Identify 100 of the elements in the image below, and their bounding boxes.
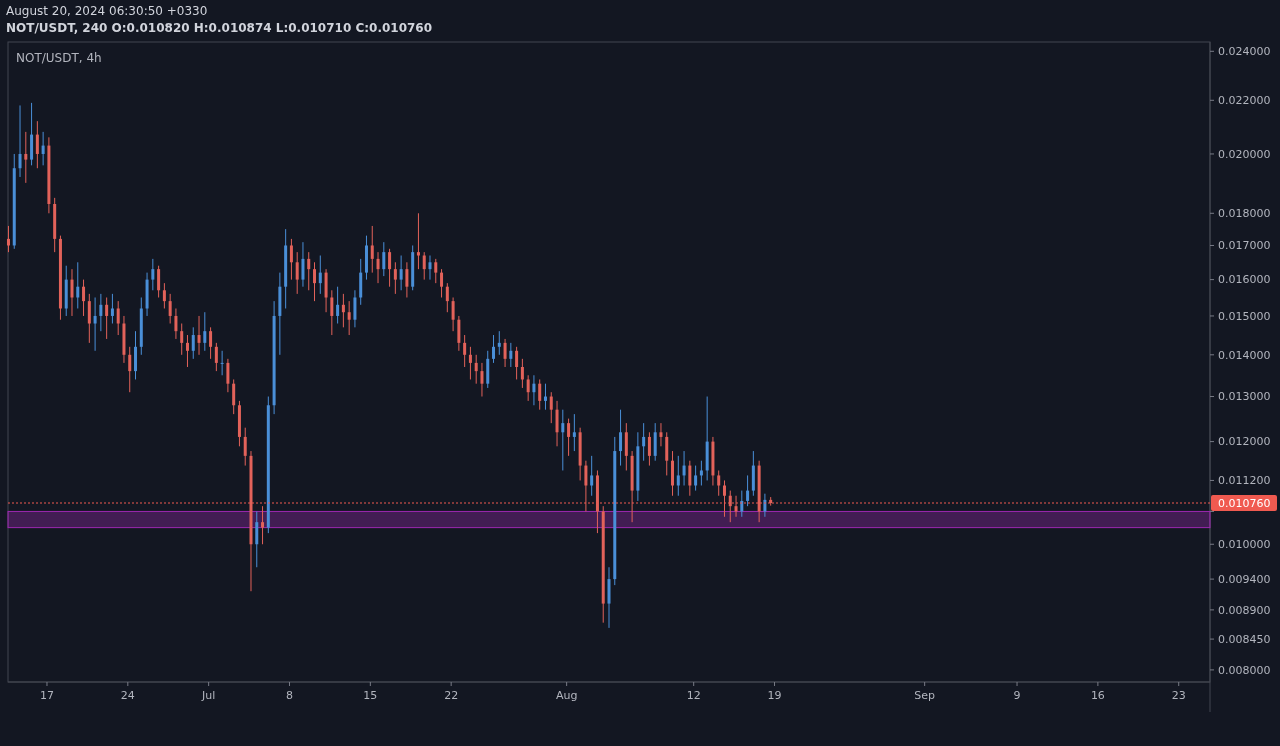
candlestick bbox=[584, 460, 588, 512]
y-tick-label: 0.008450 bbox=[1218, 632, 1271, 646]
x-tick-label: 24 bbox=[120, 689, 135, 702]
candlestick bbox=[463, 334, 467, 368]
candlestick bbox=[694, 465, 698, 492]
candlestick bbox=[301, 241, 305, 288]
x-tick-label: 15 bbox=[363, 689, 378, 702]
candlestick bbox=[197, 315, 201, 356]
candlestick bbox=[717, 469, 721, 497]
candlestick bbox=[336, 286, 340, 325]
candlestick bbox=[509, 342, 513, 368]
candlestick bbox=[24, 131, 28, 184]
candlestick bbox=[653, 422, 657, 462]
candlestick bbox=[440, 268, 444, 298]
candlestick bbox=[162, 282, 166, 309]
candlestick bbox=[416, 212, 420, 270]
y-tick-label: 0.008000 bbox=[1218, 663, 1271, 677]
candlestick bbox=[191, 326, 195, 360]
x-tick-label: Sep bbox=[914, 689, 936, 702]
candlestick bbox=[434, 258, 438, 284]
candlestick bbox=[185, 334, 189, 368]
x-tick-label: 12 bbox=[686, 689, 701, 702]
x-tick-label: 19 bbox=[767, 689, 782, 702]
candlestick bbox=[382, 241, 386, 277]
candlestick bbox=[157, 265, 161, 298]
candlestick bbox=[422, 251, 426, 281]
candlestick bbox=[699, 460, 703, 486]
y-tick-label: 0.012000 bbox=[1218, 435, 1271, 449]
candlestick bbox=[405, 261, 409, 298]
candlestick bbox=[619, 409, 623, 467]
y-tick-label: 0.009400 bbox=[1218, 572, 1271, 586]
y-tick-label: 0.013000 bbox=[1218, 390, 1271, 404]
candlestick bbox=[647, 431, 651, 467]
y-tick-label: 0.020000 bbox=[1218, 147, 1271, 161]
x-tick-label: 23 bbox=[1171, 689, 1186, 702]
candlestick bbox=[428, 255, 432, 281]
candlestick bbox=[6, 225, 10, 253]
candlestick bbox=[555, 400, 559, 447]
candlestick bbox=[388, 248, 392, 288]
y-tick-label: 0.024000 bbox=[1218, 45, 1271, 59]
candlestick bbox=[468, 346, 472, 380]
candlestick bbox=[289, 238, 293, 281]
candlestick bbox=[180, 323, 184, 356]
candlestick bbox=[255, 510, 259, 568]
candlestick bbox=[370, 225, 374, 274]
y-tick-label: 0.015000 bbox=[1218, 309, 1271, 323]
candlestick bbox=[399, 255, 403, 291]
candlestick bbox=[659, 422, 663, 447]
candlestick bbox=[480, 362, 484, 398]
candlestick bbox=[128, 346, 132, 393]
candlestick bbox=[474, 354, 478, 385]
y-tick-label: 0.014000 bbox=[1218, 348, 1271, 362]
candlestick bbox=[492, 334, 496, 364]
x-tick-label: 9 bbox=[1013, 689, 1021, 702]
candlestick bbox=[70, 268, 74, 317]
candlestick bbox=[87, 293, 91, 344]
candlestick bbox=[532, 374, 536, 406]
ref-line-label: 0.010760 bbox=[1218, 496, 1271, 510]
candlestick bbox=[261, 505, 265, 545]
candlestick bbox=[526, 374, 530, 402]
candlestick bbox=[226, 358, 230, 393]
x-tick-label: 22 bbox=[444, 689, 459, 702]
candlestick bbox=[376, 251, 380, 284]
candlestick bbox=[209, 326, 213, 360]
candlestick bbox=[174, 308, 178, 340]
candlestick bbox=[151, 258, 155, 291]
candlestick bbox=[682, 450, 686, 486]
candlestick bbox=[561, 409, 565, 471]
candlestick bbox=[76, 261, 80, 309]
candlestick bbox=[318, 255, 322, 295]
candlestick bbox=[203, 311, 207, 352]
candlestick bbox=[567, 418, 571, 457]
x-tick-label: 17 bbox=[39, 689, 54, 702]
candlestick bbox=[722, 479, 726, 518]
candlestick bbox=[590, 455, 594, 497]
candlestick bbox=[168, 293, 172, 325]
annotation: NOT/USDT, 4h bbox=[16, 51, 102, 65]
candlestick bbox=[497, 330, 501, 356]
candlestick bbox=[41, 131, 45, 166]
candlestick bbox=[457, 315, 461, 352]
candlestick bbox=[451, 296, 455, 332]
y-tick-label: 0.017000 bbox=[1218, 239, 1271, 253]
candlestick bbox=[665, 431, 669, 476]
candlestick bbox=[35, 120, 39, 169]
candlestick bbox=[520, 358, 524, 389]
candlestick bbox=[503, 338, 507, 368]
candlestick bbox=[116, 300, 120, 336]
candlestick bbox=[676, 455, 680, 497]
candlestick bbox=[624, 422, 628, 471]
candlestick bbox=[688, 460, 692, 497]
x-tick-label: Aug bbox=[555, 689, 578, 702]
candlestick bbox=[105, 296, 109, 340]
candlestick bbox=[538, 378, 542, 411]
candlestick bbox=[243, 427, 247, 467]
candlestick bbox=[746, 474, 750, 507]
candlestick bbox=[393, 261, 397, 295]
candlestick bbox=[543, 383, 547, 411]
y-tick-label: 0.022000 bbox=[1218, 94, 1271, 108]
y-tick-label: 0.008900 bbox=[1218, 603, 1271, 617]
candlestick bbox=[728, 490, 732, 523]
